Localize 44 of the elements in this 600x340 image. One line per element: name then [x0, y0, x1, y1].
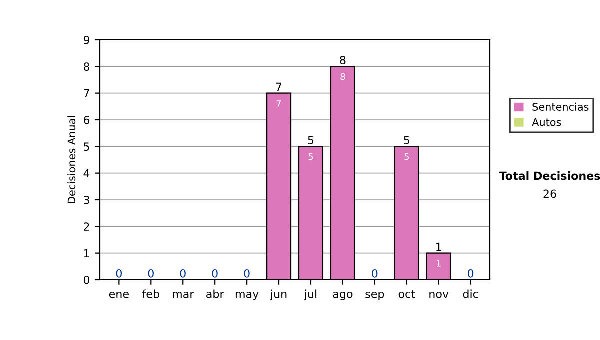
x-tick-label: mar [173, 292, 194, 298]
text: Total Decisiones [499, 172, 600, 180]
data-label: 1 [436, 260, 441, 267]
total-label: 8 [340, 56, 346, 65]
x-tick-label: ene [109, 292, 129, 298]
total-label: 1 [436, 242, 442, 252]
total-label: 0 [372, 269, 378, 278]
total-label: 0 [148, 269, 154, 278]
total-label: 0 [212, 269, 218, 278]
y-axis-title: Decisiones Anual [68, 116, 76, 204]
legend-label: Sentencias [532, 102, 589, 111]
y-tick-label: 1 [84, 249, 90, 258]
x-tick-label: jun [270, 290, 287, 300]
y-tick-label: 7 [84, 89, 90, 98]
text: 26 [544, 190, 556, 198]
total-label: 5 [308, 136, 314, 145]
y-tick-label: 3 [84, 196, 90, 204]
total-label: 0 [244, 269, 250, 278]
y-tick-label: 8 [84, 62, 90, 72]
x-tick-label: sep [366, 292, 384, 300]
total-label: 5 [404, 136, 410, 145]
x-tick-label: may [236, 292, 259, 300]
data-label: 5 [404, 153, 409, 160]
legend-label: Autos [532, 118, 562, 126]
y-tick-label: 2 [84, 222, 90, 231]
y-tick-label: 6 [84, 116, 90, 124]
x-tick-label: nov [430, 292, 449, 298]
x-tick-label: ago [333, 292, 353, 300]
x-tick-label: feb [142, 290, 160, 298]
total-label: 0 [116, 269, 122, 278]
data-label: 8 [340, 73, 346, 80]
x-tick-label: dic [463, 290, 478, 298]
x-tick-label: abr [206, 290, 224, 298]
data-label: 5 [308, 153, 314, 160]
total-label: 0 [468, 269, 474, 278]
y-tick-label: 9 [84, 36, 90, 44]
y-tick-label: 5 [84, 142, 90, 152]
x-tick-label: jul [304, 290, 317, 300]
total-label: 0 [180, 269, 186, 278]
data-label: 7 [276, 100, 282, 107]
x-tick-label: oct [398, 290, 416, 298]
y-tick-label: 0 [84, 276, 90, 284]
total-label: 7 [276, 82, 282, 92]
y-tick-label: 4 [84, 169, 90, 178]
